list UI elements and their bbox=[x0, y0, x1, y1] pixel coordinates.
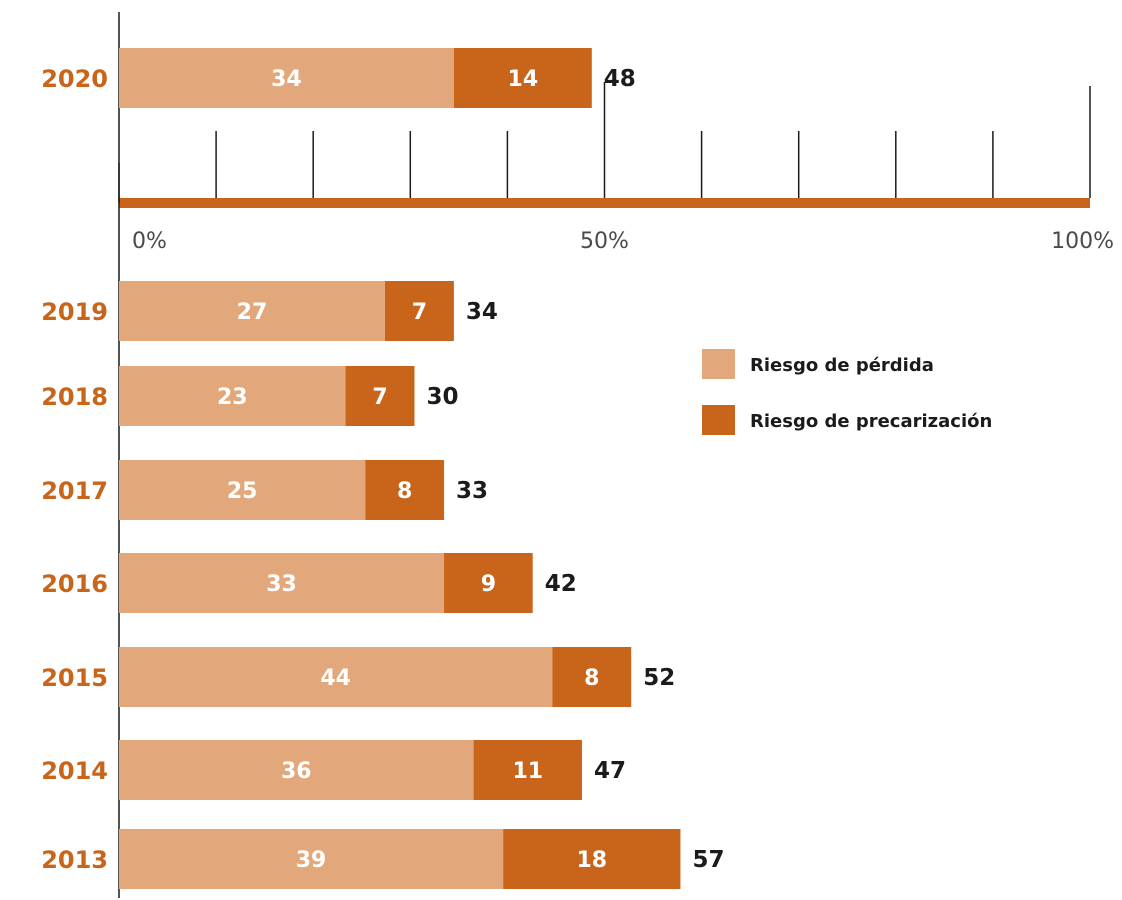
bar-riesgo-precarizacion bbox=[503, 829, 681, 889]
legend: Riesgo de pérdida Riesgo de precarización bbox=[702, 349, 992, 435]
bar-riesgo-perdida bbox=[119, 460, 366, 520]
bar-riesgo-precarizacion bbox=[365, 460, 445, 520]
data-label-riesgo-precarizacion: 7 bbox=[372, 385, 387, 410]
bar-riesgo-precarizacion bbox=[345, 366, 415, 426]
total-label: 57 bbox=[692, 847, 724, 873]
year-label: 2018 bbox=[41, 383, 108, 411]
year-label: 2020 bbox=[41, 65, 108, 93]
bar-riesgo-perdida bbox=[119, 281, 385, 341]
data-label-riesgo-perdida: 34 bbox=[271, 67, 302, 92]
total-label: 52 bbox=[643, 665, 675, 691]
legend-label: Riesgo de precarización bbox=[750, 411, 992, 432]
data-label-riesgo-perdida: 25 bbox=[227, 479, 258, 504]
data-label-riesgo-precarizacion: 8 bbox=[584, 666, 599, 691]
total-label: 47 bbox=[594, 758, 626, 784]
data-label-riesgo-precarizacion: 14 bbox=[508, 67, 539, 92]
total-label: 34 bbox=[466, 299, 498, 325]
bar-riesgo-perdida bbox=[119, 740, 474, 800]
scale-tick-label: 0% bbox=[132, 229, 167, 254]
bar-riesgo-precarizacion bbox=[552, 647, 632, 707]
bar-riesgo-perdida bbox=[119, 553, 445, 613]
bar-riesgo-perdida bbox=[119, 366, 346, 426]
year-label: 2019 bbox=[41, 298, 108, 326]
percent-scale: 0% 50% 100% bbox=[118, 82, 1114, 254]
data-label-riesgo-precarizacion: 9 bbox=[481, 572, 496, 597]
scale-tick-label: 50% bbox=[580, 229, 629, 254]
data-label-riesgo-precarizacion: 8 bbox=[397, 479, 412, 504]
data-label-riesgo-perdida: 27 bbox=[237, 300, 268, 325]
total-label: 48 bbox=[604, 66, 636, 92]
legend-swatch bbox=[702, 349, 735, 379]
year-label: 2016 bbox=[41, 570, 108, 598]
data-label-riesgo-perdida: 36 bbox=[281, 759, 312, 784]
bar-riesgo-precarizacion bbox=[453, 48, 592, 108]
data-label-riesgo-perdida: 23 bbox=[217, 385, 248, 410]
year-label: 2014 bbox=[41, 757, 108, 785]
year-label: 2017 bbox=[41, 477, 108, 505]
year-label: 2013 bbox=[41, 846, 108, 874]
bar-riesgo-precarizacion bbox=[384, 281, 454, 341]
legend-label: Riesgo de pérdida bbox=[750, 355, 934, 376]
data-label-riesgo-perdida: 39 bbox=[296, 848, 327, 873]
bars: 2020 34 14 48 2019 27 7 34 2018 23 7 30 2017 25 8 33 201… bbox=[41, 12, 724, 898]
bar-riesgo-precarizacion bbox=[444, 553, 533, 613]
year-label: 2015 bbox=[41, 664, 108, 692]
total-label: 33 bbox=[456, 478, 488, 504]
total-label: 42 bbox=[545, 571, 577, 597]
bar-riesgo-perdida bbox=[119, 48, 454, 108]
data-label-riesgo-precarizacion: 7 bbox=[412, 300, 427, 325]
total-label: 30 bbox=[427, 384, 459, 410]
bar-riesgo-precarizacion bbox=[473, 740, 582, 800]
bar-riesgo-perdida bbox=[119, 647, 553, 707]
bar-riesgo-perdida bbox=[119, 829, 504, 889]
data-label-riesgo-perdida: 44 bbox=[320, 666, 351, 691]
scale-bar bbox=[119, 198, 1090, 208]
scale-tick-label: 100% bbox=[1051, 229, 1114, 254]
legend-swatch bbox=[702, 405, 735, 435]
data-label-riesgo-precarizacion: 11 bbox=[512, 759, 543, 784]
data-label-riesgo-precarizacion: 18 bbox=[576, 848, 607, 873]
data-label-riesgo-perdida: 33 bbox=[266, 572, 297, 597]
